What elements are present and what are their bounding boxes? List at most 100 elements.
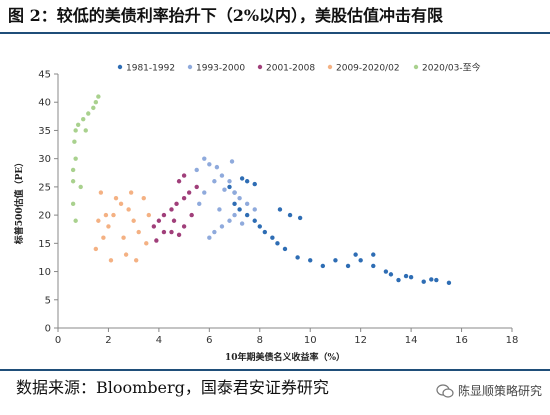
legend-item: 2001-2008 [257,64,315,74]
data-point [353,252,358,257]
data-point [70,179,76,184]
watermark: 陈显顺策略研究 [436,382,542,399]
x-tick-label: 2 [105,335,111,346]
legend-item: 1981-1992 [117,64,175,74]
data-point [257,224,262,229]
data-point [207,162,212,167]
data-point [421,279,426,284]
y-tick-label: 0 [45,324,51,335]
data-point [232,201,237,207]
series-4 [70,94,101,223]
data-point [408,275,414,280]
data-point [128,190,134,195]
x-tick-label: 10 [304,335,317,346]
data-point [383,269,389,274]
data-point [277,207,283,212]
legend-label: 2020/03-至今 [422,62,481,74]
legend-item: 2020/03-至今 [413,62,481,74]
data-point [118,201,124,207]
data-point [219,224,225,229]
y-tick-label: 30 [38,154,51,165]
data-point [403,273,409,279]
data-point [222,187,227,192]
data-point [252,218,257,223]
data-point [146,212,151,218]
data-point [237,195,242,201]
data-point [151,224,157,229]
data-point [176,232,182,238]
data-point [295,255,300,260]
data-point [252,207,257,212]
wechat-icon [436,383,454,398]
legend-label: 1993-2000 [196,64,245,74]
data-point [75,122,81,128]
data-point [123,252,129,257]
data-point [161,212,167,218]
data-point [131,218,136,223]
data-point [141,195,146,201]
data-point [161,229,167,235]
data-point [232,212,237,218]
data-point [181,195,187,201]
x-tick-label: 6 [206,335,212,346]
scatter-chart: 0 5 10 15 20 25 30 35 40 45 0 2 4 6 8 10 12 14 16 18 1981-1… [13,62,518,364]
data-point [287,212,293,218]
y-tick-label: 5 [45,295,51,306]
data-point [176,179,182,184]
y-tick-label: 10 [38,267,51,278]
series-2 [151,173,199,243]
data-point [244,201,250,207]
data-point [297,215,303,221]
watermark-text: 陈显顺策略研究 [457,384,542,398]
data-point [333,258,338,263]
data-point [93,100,99,105]
data-point [207,235,212,240]
x-tick-label: 14 [405,335,418,346]
data-point [98,190,104,195]
data-point [308,258,313,263]
legend-marker [413,64,419,70]
data-point [113,195,119,201]
data-point [81,116,86,122]
data-point [91,105,96,111]
data-point [396,277,401,283]
data-point [434,277,439,283]
data-point [237,207,242,212]
data-point [371,252,376,257]
data-point [86,111,91,116]
data-point [358,258,363,263]
data-point [144,241,149,246]
data-point [169,229,174,235]
data-point [232,190,237,195]
legend-marker [327,64,333,70]
data-point [101,235,106,240]
data-point [156,218,162,223]
data-point [227,218,232,223]
data-point [202,156,207,161]
legend-item: 1993-2000 [187,64,245,74]
data-point [194,167,199,173]
data-point [345,263,351,269]
data-point [103,212,109,218]
data-point [244,212,250,218]
data-point [106,224,111,229]
series-1 [194,156,257,240]
data-point [154,238,159,243]
y-tick-label: 20 [38,211,51,222]
data-point [189,212,194,218]
data-point [212,179,217,184]
data-point [270,235,275,240]
data-point [73,218,78,223]
data-point [252,181,257,187]
data-point [282,246,288,252]
data-point [133,258,139,263]
plot-area: 0 5 10 15 20 25 30 35 40 45 0 2 4 6 8 10 12 14 16 18 [38,70,518,347]
legend-marker [117,64,123,70]
y-tick-label: 25 [38,182,51,193]
x-tick-label: 0 [55,335,61,346]
footer-rule [0,369,550,371]
data-point [214,164,220,170]
source-note: 数据来源：Bloomberg，国泰君安证券研究 [16,378,329,397]
legend-label: 1981-1992 [126,64,175,74]
data-point [93,246,99,252]
